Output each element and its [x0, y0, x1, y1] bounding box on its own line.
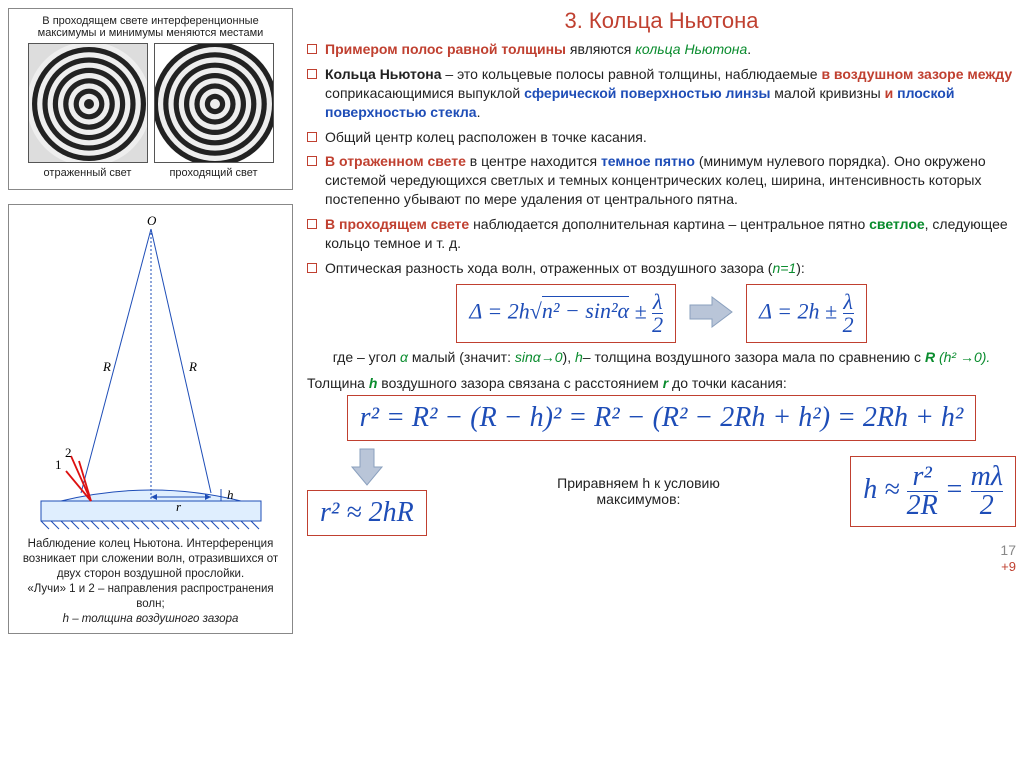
figure-geometry-box: ORRrh12 Наблюдение колец Ньютона. Интерф… [8, 204, 293, 634]
arrow-down-icon [350, 447, 384, 490]
page-footer: 17 +9 [307, 542, 1016, 574]
formula-delta-full: Δ = 2h√n² − sin²α ± λ2 [456, 284, 676, 343]
bullet-marker-icon [307, 132, 317, 142]
svg-text:1: 1 [55, 457, 62, 472]
bullet-list: Примером полос равной толщины являются к… [307, 40, 1016, 278]
rings-transmitted-icon [154, 43, 274, 163]
rings-label-left: отраженный свет [28, 167, 148, 179]
equation-row-final: r² ≈ 2hR Приравняем h к условию максимум… [307, 447, 1016, 536]
page: В проходящем свете интерференционные мак… [8, 8, 1016, 648]
bullet-item: Общий центр колец расположен в точке кас… [307, 128, 1016, 147]
bullet-marker-icon [307, 263, 317, 273]
rings-images-row [15, 43, 286, 163]
geometry-caption: Наблюдение колец Ньютона. Интерференция … [15, 537, 286, 627]
condition-note: где – угол α малый (значит: sinα→0), h– … [307, 349, 1016, 365]
bullet-item: В проходящем свете наблюдается дополните… [307, 215, 1016, 253]
bullet-item: Оптическая разность хода волн, отраженны… [307, 259, 1016, 278]
bullet-marker-icon [307, 219, 317, 229]
formula-r2-approx: r² ≈ 2hR [307, 490, 427, 536]
slide-title: 3. Кольца Ньютона [307, 8, 1016, 34]
page-number: 17 [1000, 542, 1016, 558]
thickness-intro: Толщина h воздушного зазора связана с ра… [307, 375, 1016, 391]
right-column: 3. Кольца Ньютона Примером полос равной … [293, 8, 1016, 648]
bullet-text: В отраженном свете в центре находится те… [325, 152, 1016, 209]
plus-nine: +9 [1001, 559, 1016, 574]
svg-text:2: 2 [65, 445, 72, 460]
figure-rings-caption: В проходящем свете интерференционные мак… [15, 15, 286, 39]
equate-text: Приравняем h к условию максимумов: [529, 475, 749, 507]
formula-delta-simplified: Δ = 2h ± λ2 [746, 284, 866, 343]
figure-rings-box: В проходящем свете интерференционные мак… [8, 8, 293, 190]
rings-labels-row: отраженный свет проходящий свет [15, 167, 286, 179]
rings-reflected-icon [28, 43, 148, 163]
bullet-marker-icon [307, 156, 317, 166]
svg-text:R: R [102, 359, 111, 374]
svg-text:R: R [188, 359, 197, 374]
bullet-text: Примером полос равной толщины являются к… [325, 40, 751, 59]
svg-text:O: O [147, 213, 157, 228]
bullet-text: Оптическая разность хода волн, отраженны… [325, 259, 805, 278]
geometry-diagram: ORRrh12 [21, 211, 281, 531]
svg-text:h: h [227, 487, 234, 502]
bullet-item: Примером полос равной толщины являются к… [307, 40, 1016, 59]
rings-label-right: проходящий свет [154, 167, 274, 179]
left-column: В проходящем свете интерференционные мак… [8, 8, 293, 648]
formula-r2-expanded: r² = R² − (R − h)² = R² − (R² − 2Rh + h²… [347, 395, 977, 441]
equation-row-delta: Δ = 2h√n² − sin²α ± λ2 Δ = 2h ± λ2 [307, 284, 1016, 343]
bullet-text: Общий центр колец расположен в точке кас… [325, 128, 647, 147]
bullet-text: Кольца Ньютона – это кольцевые полосы ра… [325, 65, 1016, 122]
bullet-text: В проходящем свете наблюдается дополните… [325, 215, 1016, 253]
bullet-marker-icon [307, 44, 317, 54]
bullet-item: Кольца Ньютона – это кольцевые полосы ра… [307, 65, 1016, 122]
arrow-right-icon [688, 295, 734, 332]
bullet-item: В отраженном свете в центре находится те… [307, 152, 1016, 209]
equation-row-r2: r² = R² − (R − h)² = R² − (R² − 2Rh + h²… [307, 395, 1016, 441]
formula-h-approx: h ≈ r²2R = mλ2 [850, 456, 1016, 527]
bullet-marker-icon [307, 69, 317, 79]
